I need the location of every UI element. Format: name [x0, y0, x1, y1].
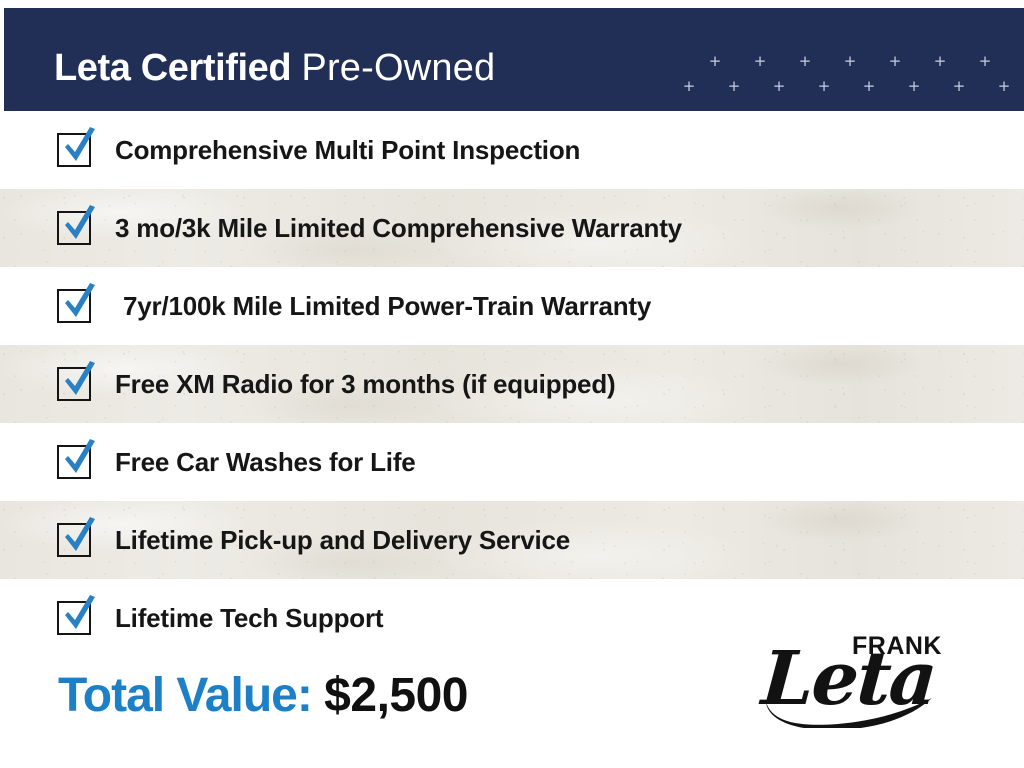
checkbox-box [57, 211, 91, 245]
plus-icon: + [862, 77, 876, 95]
feature-row: Comprehensive Multi Point Inspection [0, 111, 1024, 189]
feature-label: Free XM Radio for 3 months (if equipped) [115, 368, 616, 399]
plus-icon: + [682, 77, 696, 95]
feature-row: 3 mo/3k Mile Limited Comprehensive Warra… [0, 189, 1024, 267]
plus-icon: + [997, 77, 1011, 95]
plus-icon: + [753, 52, 767, 70]
checkmark-icon [65, 439, 95, 473]
header-bar: Leta Certified Pre-Owned + + + + + + + + + + + + + +… [4, 8, 1024, 111]
checkmark-icon [65, 205, 95, 239]
checkbox-checked-icon[interactable] [57, 439, 95, 479]
plus-icon: + [772, 77, 786, 95]
feature-label: Lifetime Pick-up and Delivery Service [115, 524, 571, 555]
plus-pattern-row-top: + + + + + + + [672, 54, 1012, 74]
plus-icon: + [907, 77, 921, 95]
feature-row: 7yr/100k Mile Limited Power-Train Warran… [0, 267, 1024, 345]
feature-label: Lifetime Tech Support [115, 602, 384, 633]
plus-icon: + [708, 52, 722, 70]
feature-row: Lifetime Pick-up and Delivery Service [0, 501, 1024, 579]
feature-label: 3 mo/3k Mile Limited Comprehensive Warra… [115, 212, 682, 243]
total-value-amount: $2,500 [324, 669, 468, 722]
feature-label: 7yr/100k Mile Limited Power-Train Warran… [123, 290, 652, 321]
feature-row: Lifetime Tech Support [0, 579, 1024, 657]
plus-icon: + [978, 52, 992, 70]
feature-list: Comprehensive Multi Point Inspection 3 mo… [0, 111, 1024, 661]
plus-icon: + [933, 52, 947, 70]
plus-icon: + [888, 52, 902, 70]
checkbox-checked-icon[interactable] [57, 127, 95, 167]
logo-frank-text: FRANK [852, 632, 942, 660]
checkbox-checked-icon[interactable] [57, 361, 95, 401]
plus-icon: + [952, 77, 966, 95]
total-value-label: Total Value: [58, 669, 313, 722]
checkmark-icon [65, 127, 95, 161]
plus-icon: + [727, 77, 741, 95]
page-title: Leta Certified Pre-Owned [54, 46, 495, 90]
plus-icon: + [817, 77, 831, 95]
plus-pattern-row-bottom: + + + + + + + + [672, 79, 1012, 99]
plus-pattern: + + + + + + + + + + + + + + + [672, 52, 1012, 102]
feature-row: Free XM Radio for 3 months (if equipped) [0, 345, 1024, 423]
checkmark-icon [65, 595, 95, 629]
frank-leta-logo: FRANK Leta [759, 628, 948, 732]
plus-icon: + [798, 52, 812, 70]
checkbox-checked-icon[interactable] [57, 283, 95, 323]
feature-label: Comprehensive Multi Point Inspection [115, 134, 581, 165]
checkbox-box [57, 601, 91, 635]
checkmark-icon [65, 517, 95, 551]
checkbox-checked-icon[interactable] [57, 517, 95, 557]
total-value-line: Total Value: $2,500 [58, 668, 468, 724]
checkbox-checked-icon[interactable] [57, 595, 95, 635]
swash-underline-icon [766, 698, 932, 728]
checkbox-box [57, 523, 91, 557]
checkbox-box [57, 445, 91, 479]
page-title-bold: Leta Certified [54, 47, 292, 89]
plus-icon: + [843, 52, 857, 70]
feature-label: Free Car Washes for Life [115, 446, 416, 477]
checkbox-box [57, 133, 91, 167]
page-title-light: Pre-Owned [301, 47, 496, 89]
feature-row: Free Car Washes for Life [0, 423, 1024, 501]
checkmark-icon [65, 361, 95, 395]
checkbox-box [57, 289, 91, 323]
checkbox-box [57, 367, 91, 401]
checkbox-checked-icon[interactable] [57, 205, 95, 245]
checkmark-icon [65, 283, 95, 317]
